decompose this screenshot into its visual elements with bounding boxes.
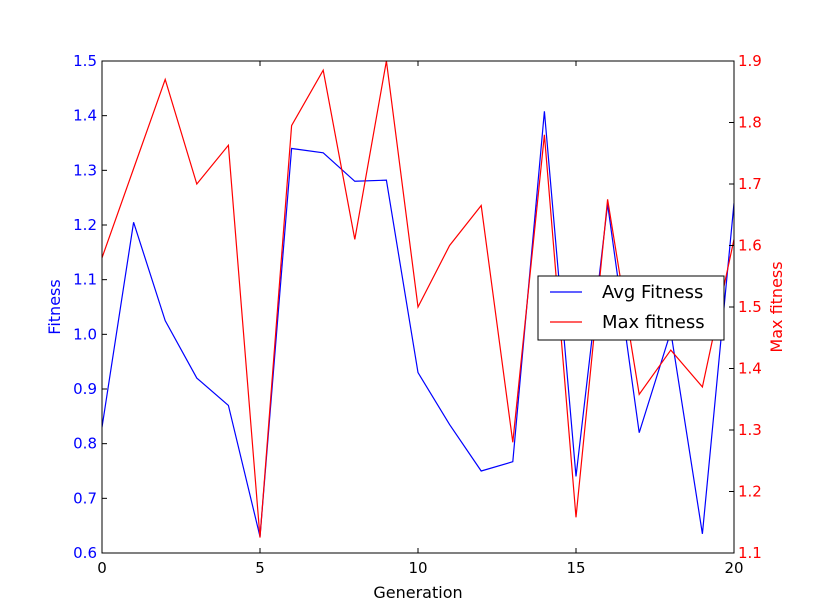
- y-right-tick-label: 1.4: [738, 360, 762, 378]
- y-left-axis-label: Fitness: [45, 279, 64, 334]
- x-tick-label: 15: [566, 559, 585, 577]
- legend-label: Max fitness: [602, 312, 705, 333]
- y-right-tick-label: 1.6: [738, 237, 762, 255]
- legend-label: Avg Fitness: [602, 282, 703, 303]
- x-tick-label: 5: [255, 559, 265, 577]
- y-left-tick-label: 1.2: [73, 216, 97, 234]
- series-line-avg-fitness: [102, 111, 734, 537]
- y-left-tick-label: 0.6: [73, 544, 97, 562]
- legend-box: [537, 275, 725, 341]
- y-left-tick-label: 0.8: [73, 435, 97, 453]
- y-left-tick-label: 0.9: [73, 380, 97, 398]
- y-right-axis-label: Max fitness: [767, 261, 786, 352]
- y-left-tick-label: 1.0: [73, 325, 97, 343]
- y-left-tick-label: 1.3: [73, 161, 97, 179]
- y-right-tick-label: 1.1: [738, 544, 762, 562]
- y-left-tick-label: 0.7: [73, 489, 97, 507]
- y-right-tick-label: 1.2: [738, 483, 762, 501]
- x-tick-label: 10: [408, 559, 427, 577]
- y-left-tick-label: 1.5: [73, 52, 97, 70]
- axes-layer: 0 5 10 15 20 0.6 0.7 0.8 0.9 1.0 1.1 1.2 1.3 1.4 1.5 1.…: [45, 52, 786, 602]
- y-right-tick-label: 1.3: [738, 421, 762, 439]
- x-axis-label: Generation: [373, 583, 462, 602]
- y-right-tick-label: 1.5: [738, 298, 762, 316]
- y-right-tick-label: 1.7: [738, 175, 762, 193]
- x-tick-label: 0: [97, 559, 107, 577]
- legend: Avg Fitness Max fitness: [537, 275, 725, 341]
- y-right-tick-label: 1.9: [738, 52, 762, 70]
- y-left-tick-label: 1.1: [73, 271, 97, 289]
- x-tick-label: 20: [724, 559, 743, 577]
- y-right-tick-label: 1.8: [738, 114, 762, 132]
- y-left-tick-label: 1.4: [73, 107, 97, 125]
